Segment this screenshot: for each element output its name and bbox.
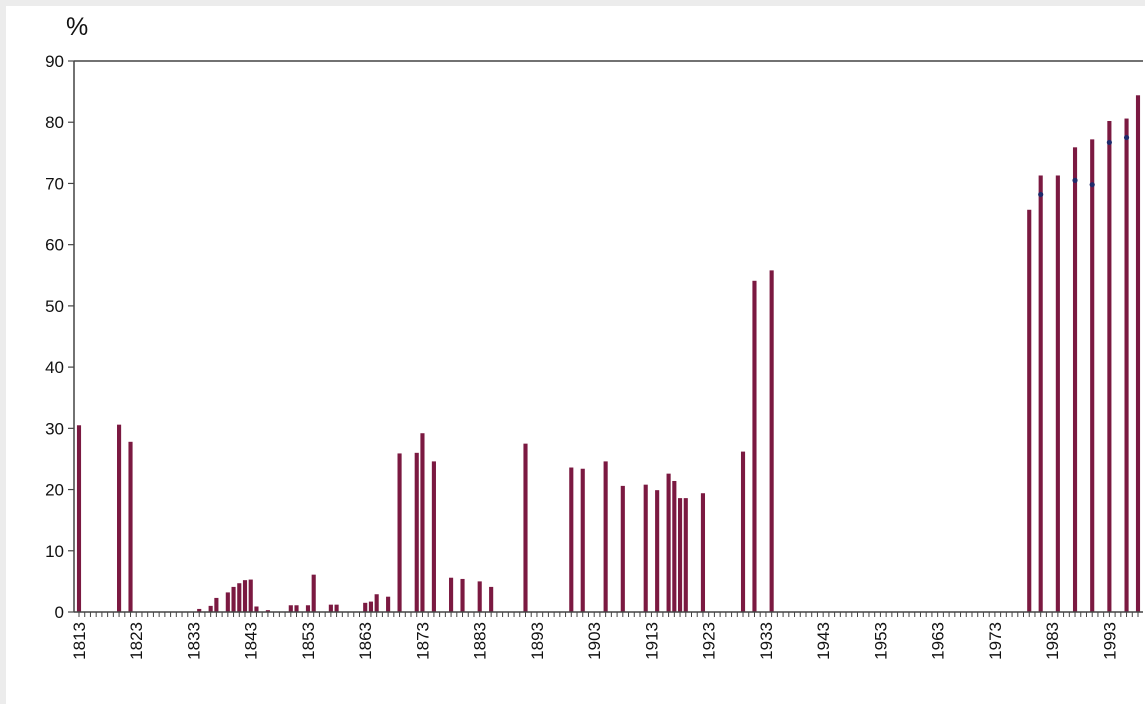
bar: [643, 484, 648, 612]
x-tick-label: 1843: [242, 622, 261, 660]
bar: [397, 453, 402, 612]
bar: [460, 578, 465, 612]
bar: [265, 610, 270, 612]
bar: [683, 498, 688, 612]
bar: [288, 605, 293, 612]
x-tick-label: 1953: [871, 622, 890, 660]
y-tick-label: 50: [45, 297, 64, 316]
bar: [414, 452, 419, 612]
axes-group: [68, 60, 1143, 617]
bar: [363, 602, 368, 612]
x-tick-label: 1863: [356, 622, 375, 660]
y-tick-label: 90: [45, 52, 64, 71]
bar: [214, 597, 219, 612]
marker-point: [1123, 134, 1130, 141]
bar: [76, 425, 82, 612]
bar: [569, 467, 574, 612]
x-tick-label: 1983: [1043, 622, 1062, 660]
bar: [489, 586, 494, 612]
bar: [672, 480, 677, 612]
bar: [248, 579, 253, 612]
x-tick-label: 1943: [814, 622, 833, 660]
x-tick-label: 1933: [757, 622, 776, 660]
bar: [334, 604, 339, 612]
bar: [666, 473, 671, 612]
bar: [254, 606, 259, 612]
bar: [117, 424, 122, 612]
bar: [580, 468, 585, 612]
bar: [386, 596, 391, 612]
bar: [740, 451, 746, 612]
markers-group: [1038, 134, 1130, 198]
bar: [523, 443, 528, 612]
x-tick-label: 1833: [184, 622, 203, 660]
bar: [700, 493, 706, 612]
x-tick-label: 1883: [471, 622, 490, 660]
bar: [197, 608, 202, 612]
x-tick-label: 1813: [70, 622, 89, 660]
bar: [237, 583, 242, 612]
y-tick-label: 20: [45, 481, 64, 500]
marker-point: [1038, 191, 1044, 198]
bar: [242, 580, 248, 612]
bar: [1090, 139, 1095, 612]
bar: [311, 574, 316, 612]
bar: [477, 581, 482, 612]
x-tick-labels: 1813 1823 1833 1843 1853 1863 1873 1883 1893 1903…: [70, 622, 1119, 660]
bar: [1055, 175, 1060, 613]
x-tick-label: 1993: [1100, 622, 1119, 660]
y-tick-label: 40: [45, 358, 64, 377]
bar: [305, 605, 311, 612]
y-tick-label: 60: [45, 236, 64, 255]
x-tick-label: 1893: [528, 622, 547, 660]
bar: [1135, 95, 1141, 613]
bar: [769, 270, 774, 612]
x-tick-label: 1913: [642, 622, 661, 660]
bar: [655, 490, 660, 612]
y-tick-label: 70: [45, 174, 64, 193]
bar: [294, 605, 299, 612]
bar: [1107, 120, 1112, 613]
bar: [328, 604, 333, 612]
bar: [620, 485, 625, 612]
y-tick-labels: 0 10 20 30 40 50 60 70 80 90: [45, 52, 64, 622]
bar: [677, 498, 683, 612]
x-tick-label: 1923: [700, 622, 719, 660]
marker-point: [1072, 177, 1078, 183]
y-tick-label: 10: [45, 542, 64, 561]
bar: [208, 605, 213, 612]
bar: [368, 601, 374, 612]
bar: [1038, 175, 1043, 613]
bar: [231, 586, 236, 612]
x-tick-label: 1853: [299, 622, 318, 660]
y-tick-label: 80: [45, 113, 64, 132]
bar: [225, 592, 230, 612]
y-tick-label: 30: [45, 419, 64, 438]
y-tick-label: 0: [55, 603, 64, 622]
bar: [603, 461, 608, 612]
bar: [449, 577, 454, 612]
bar: [1027, 209, 1032, 612]
x-tick-label: 1873: [413, 622, 432, 660]
bar: [431, 461, 436, 612]
chart-frame: [6, 6, 1145, 704]
y-axis-unit-label: %: [66, 13, 88, 41]
bar: [374, 594, 379, 612]
bars-group: [76, 95, 1141, 613]
bar: [752, 280, 757, 612]
x-tick-label: 1973: [986, 622, 1005, 660]
marker-point: [1089, 182, 1095, 188]
bar: [1072, 147, 1078, 612]
x-tick-label: 1823: [127, 622, 146, 660]
bar: [1124, 118, 1129, 612]
x-tick-label: 1903: [585, 622, 604, 660]
marker-point: [1106, 139, 1112, 146]
bar: [128, 441, 133, 612]
x-tick-label: 1963: [929, 622, 948, 660]
bar: [420, 433, 425, 612]
